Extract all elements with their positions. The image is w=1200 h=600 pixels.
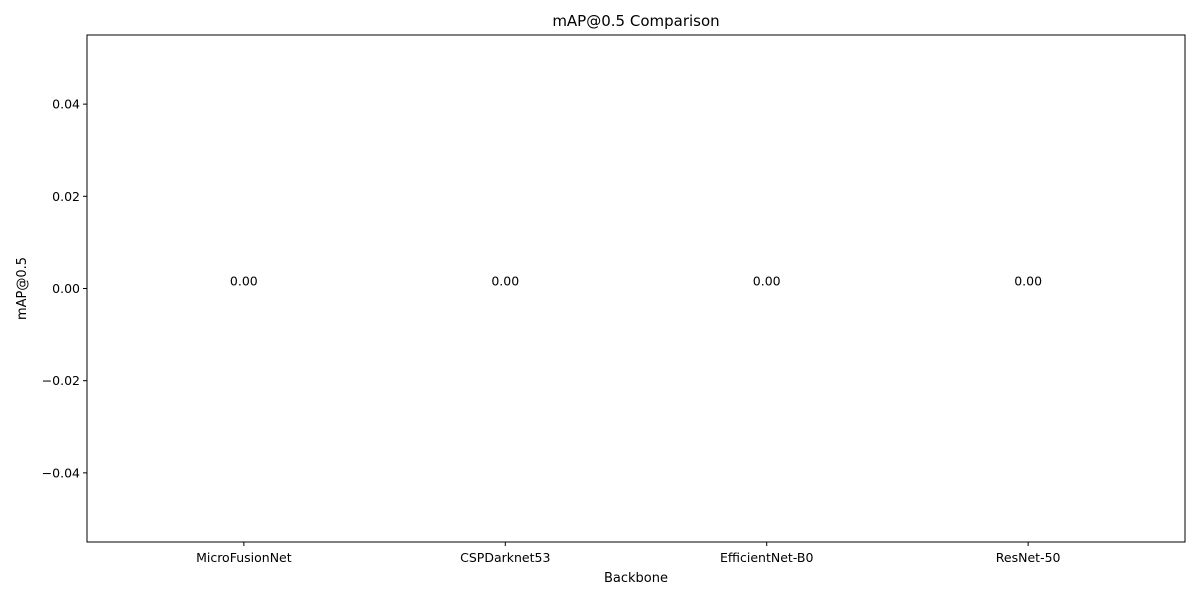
x-tick-label: MicroFusionNet xyxy=(196,550,292,565)
bar-value-label: 0.00 xyxy=(491,274,519,289)
y-axis-label: mAP@0.5 xyxy=(15,257,30,320)
plot-area xyxy=(86,34,1186,543)
y-tick-label: 0.04 xyxy=(52,97,80,112)
y-tick-label: 0.00 xyxy=(52,281,80,296)
chart-title: mAP@0.5 Comparison xyxy=(552,12,719,30)
bar-value-label: 0.00 xyxy=(753,274,781,289)
y-tick-label: −0.02 xyxy=(42,373,80,388)
x-tick-label: EfficientNet-B0 xyxy=(720,550,813,565)
x-tick-label: ResNet-50 xyxy=(996,550,1061,565)
y-axis: −0.04 −0.02 0.00 0.02 0.04 xyxy=(42,97,87,480)
data-labels: 0.00 0.00 0.00 0.00 xyxy=(230,274,1042,289)
bar-value-label: 0.00 xyxy=(230,274,258,289)
x-tick-label: CSPDarknet53 xyxy=(460,550,550,565)
bar-value-label: 0.00 xyxy=(1014,274,1042,289)
y-tick-label: 0.02 xyxy=(52,189,80,204)
x-axis: MicroFusionNet CSPDarknet53 EfficientNet-B… xyxy=(196,542,1061,565)
x-axis-label: Backbone xyxy=(604,571,668,586)
y-tick-label: −0.04 xyxy=(42,465,80,480)
